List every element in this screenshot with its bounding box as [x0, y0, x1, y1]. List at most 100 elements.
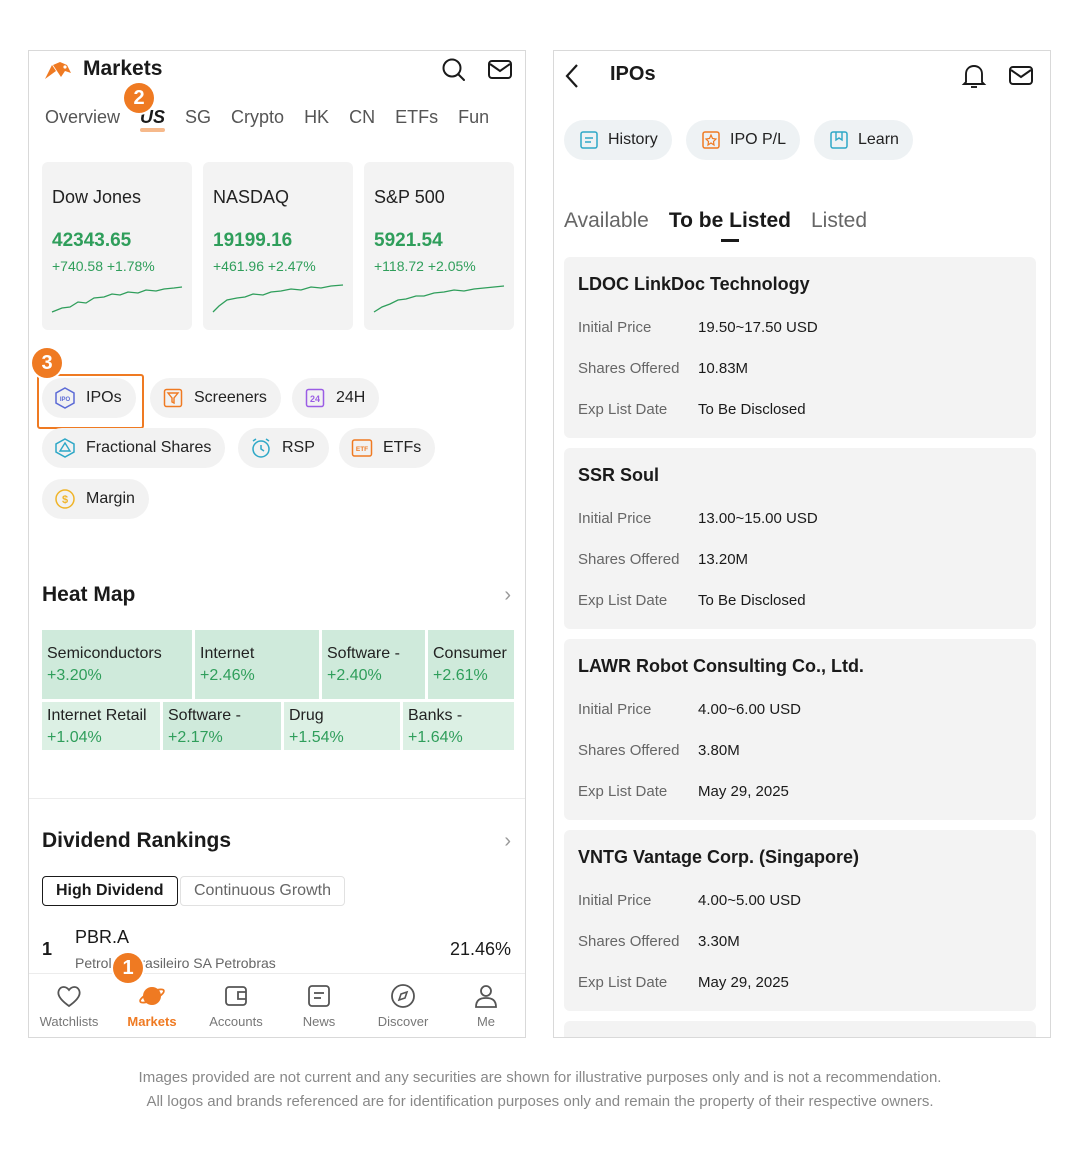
tab-to-be-listed[interactable]: To be Listed	[668, 209, 791, 242]
shares-offered-label: Shares Offered	[578, 360, 680, 377]
24h-icon: 24	[304, 387, 326, 409]
disclaimer-line-1: Images provided are not current and any …	[138, 1069, 942, 1086]
dividend-yield: 21.46%	[449, 939, 511, 959]
history-icon	[578, 129, 600, 151]
initial-price-value: 4.00~5.00 USD	[698, 892, 801, 909]
index-name: S&P 500	[374, 187, 445, 207]
nav-discover[interactable]: Discover	[363, 982, 443, 1029]
heat-tile[interactable]: Drug +1.54%	[284, 702, 400, 750]
app-logo-icon	[45, 62, 71, 79]
bell-icon[interactable]	[961, 62, 987, 90]
mail-icon[interactable]	[1008, 63, 1034, 89]
heat-tile[interactable]: Software - +2.40%	[322, 630, 425, 699]
nav-me[interactable]: Me	[446, 982, 525, 1029]
nav-news[interactable]: News	[279, 982, 359, 1029]
tab-available[interactable]: Available	[564, 209, 649, 232]
heat-tile[interactable]: Semiconductors +3.20%	[42, 630, 192, 699]
chevron-right-icon[interactable]: ›	[504, 830, 511, 852]
back-arrow-icon[interactable]	[564, 63, 580, 89]
screeners-label: Screeners	[194, 389, 267, 406]
user-icon	[475, 985, 497, 1008]
margin-shortcut[interactable]: $ Margin	[42, 479, 149, 519]
exp-list-date-value: May 29, 2025	[698, 783, 789, 800]
heart-icon	[57, 986, 81, 1008]
bottom-nav: Watchlists Markets Accounts News Discove…	[29, 973, 525, 1037]
market-tabs: Overview US SG Crypto HK CN ETFs Fun	[45, 107, 509, 132]
heat-tile[interactable]: Internet +2.46%	[195, 630, 319, 699]
exp-list-date-label: Exp List Date	[578, 592, 668, 609]
markets-header: Markets	[29, 51, 525, 91]
nav-watchlists[interactable]: Watchlists	[29, 982, 109, 1029]
page-title: Markets	[83, 57, 163, 80]
history-button[interactable]: History	[564, 120, 672, 160]
heat-tile[interactable]: Consumer +2.61%	[428, 630, 514, 699]
tab-us[interactable]: US	[140, 107, 166, 132]
ipos-label: IPOs	[86, 389, 122, 406]
tab-cn[interactable]: CN	[349, 107, 376, 127]
index-name: Dow Jones	[52, 187, 142, 207]
shares-offered-label: Shares Offered	[578, 742, 680, 759]
ipo-card[interactable]: VNTG Vantage Corp. (Singapore) Initial P…	[564, 830, 1036, 1011]
continuous-growth-filter[interactable]: Continuous Growth	[180, 876, 345, 906]
fractional-shares-shortcut[interactable]: Fractional Shares	[42, 428, 226, 468]
step-badge-1: 1	[113, 953, 143, 983]
exp-list-date-label: Exp List Date	[578, 401, 668, 418]
sparkline	[373, 285, 505, 313]
heat-tile[interactable]: Banks - +1.64%	[403, 702, 514, 750]
fractional-icon	[54, 437, 76, 459]
index-value: 5921.54	[374, 230, 443, 251]
initial-price-label: Initial Price	[578, 892, 652, 909]
step-badge-3: 3	[32, 348, 62, 378]
clock-icon	[250, 437, 272, 459]
index-card-nasdaq[interactable]: NASDAQ 19199.16 +461.96 +2.47%	[203, 162, 353, 330]
svg-text:IPO: IPO	[60, 397, 71, 403]
ipo-card-partial[interactable]	[564, 1021, 1036, 1037]
compass-icon	[391, 984, 415, 1008]
sparkline	[51, 286, 183, 313]
tab-overview[interactable]: Overview	[45, 107, 121, 127]
svg-text:$: $	[62, 494, 68, 506]
heat-tile[interactable]: Software - +2.17%	[163, 702, 281, 750]
ipo-pl-button[interactable]: IPO P/L	[686, 120, 801, 160]
search-icon[interactable]	[441, 57, 467, 83]
shares-offered-label: Shares Offered	[578, 551, 680, 568]
ipo-card[interactable]: SSR Soul Initial Price 13.00~15.00 USD S…	[564, 448, 1036, 629]
exp-list-date-label: Exp List Date	[578, 974, 668, 991]
ipo-card[interactable]: LDOC LinkDoc Technology Initial Price 19…	[564, 257, 1036, 438]
nav-accounts[interactable]: Accounts	[196, 982, 276, 1029]
star-badge-icon	[700, 129, 722, 151]
ipo-card[interactable]: LAWR Robot Consulting Co., Ltd. Initial …	[564, 639, 1036, 820]
tab-etfs[interactable]: ETFs	[395, 107, 439, 127]
ipos-shortcut[interactable]: IPO IPOs	[42, 378, 136, 418]
planet-icon	[139, 987, 165, 1005]
markets-screen: Markets Overview US SG Crypto HK CN ETFs Fun 2 …	[28, 50, 526, 1038]
heat-tile[interactable]: Internet Retail +1.04%	[42, 702, 160, 750]
rsp-shortcut[interactable]: RSP	[238, 428, 329, 468]
stock-code[interactable]: PBR.A	[75, 927, 130, 947]
initial-price-label: Initial Price	[578, 510, 652, 527]
highlight-frame	[37, 374, 144, 429]
shares-offered-label: Shares Offered	[578, 933, 680, 950]
shares-offered-value: 13.20M	[698, 551, 749, 568]
screeners-shortcut[interactable]: Screeners	[150, 378, 281, 418]
margin-label: Margin	[86, 490, 135, 507]
chevron-right-icon[interactable]: ›	[504, 584, 511, 606]
ipo-tabs: Available To be Listed Listed	[564, 209, 887, 242]
svg-text:ETF: ETF	[356, 446, 368, 453]
etfs-shortcut[interactable]: ETF ETFs	[339, 428, 436, 468]
tab-hk[interactable]: HK	[304, 107, 330, 127]
page-title: IPOs	[610, 63, 656, 85]
nav-markets[interactable]: Markets	[112, 982, 192, 1029]
index-card-sp500[interactable]: S&P 500 5921.54 +118.72 +2.05%	[364, 162, 514, 330]
24h-shortcut[interactable]: 24 24H	[292, 378, 380, 418]
mail-icon[interactable]	[487, 57, 513, 83]
high-dividend-filter[interactable]: High Dividend	[42, 876, 178, 906]
learn-button[interactable]: Learn	[814, 120, 913, 160]
svg-text:24: 24	[310, 394, 320, 404]
tab-crypto[interactable]: Crypto	[231, 107, 285, 127]
heat-map-title: Heat Map	[42, 583, 136, 606]
tab-sg[interactable]: SG	[185, 107, 212, 127]
tab-funds[interactable]: Fun	[458, 107, 490, 127]
tab-listed[interactable]: Listed	[810, 209, 868, 232]
index-card-dow[interactable]: Dow Jones 42343.65 +740.58 +1.78%	[42, 162, 192, 330]
